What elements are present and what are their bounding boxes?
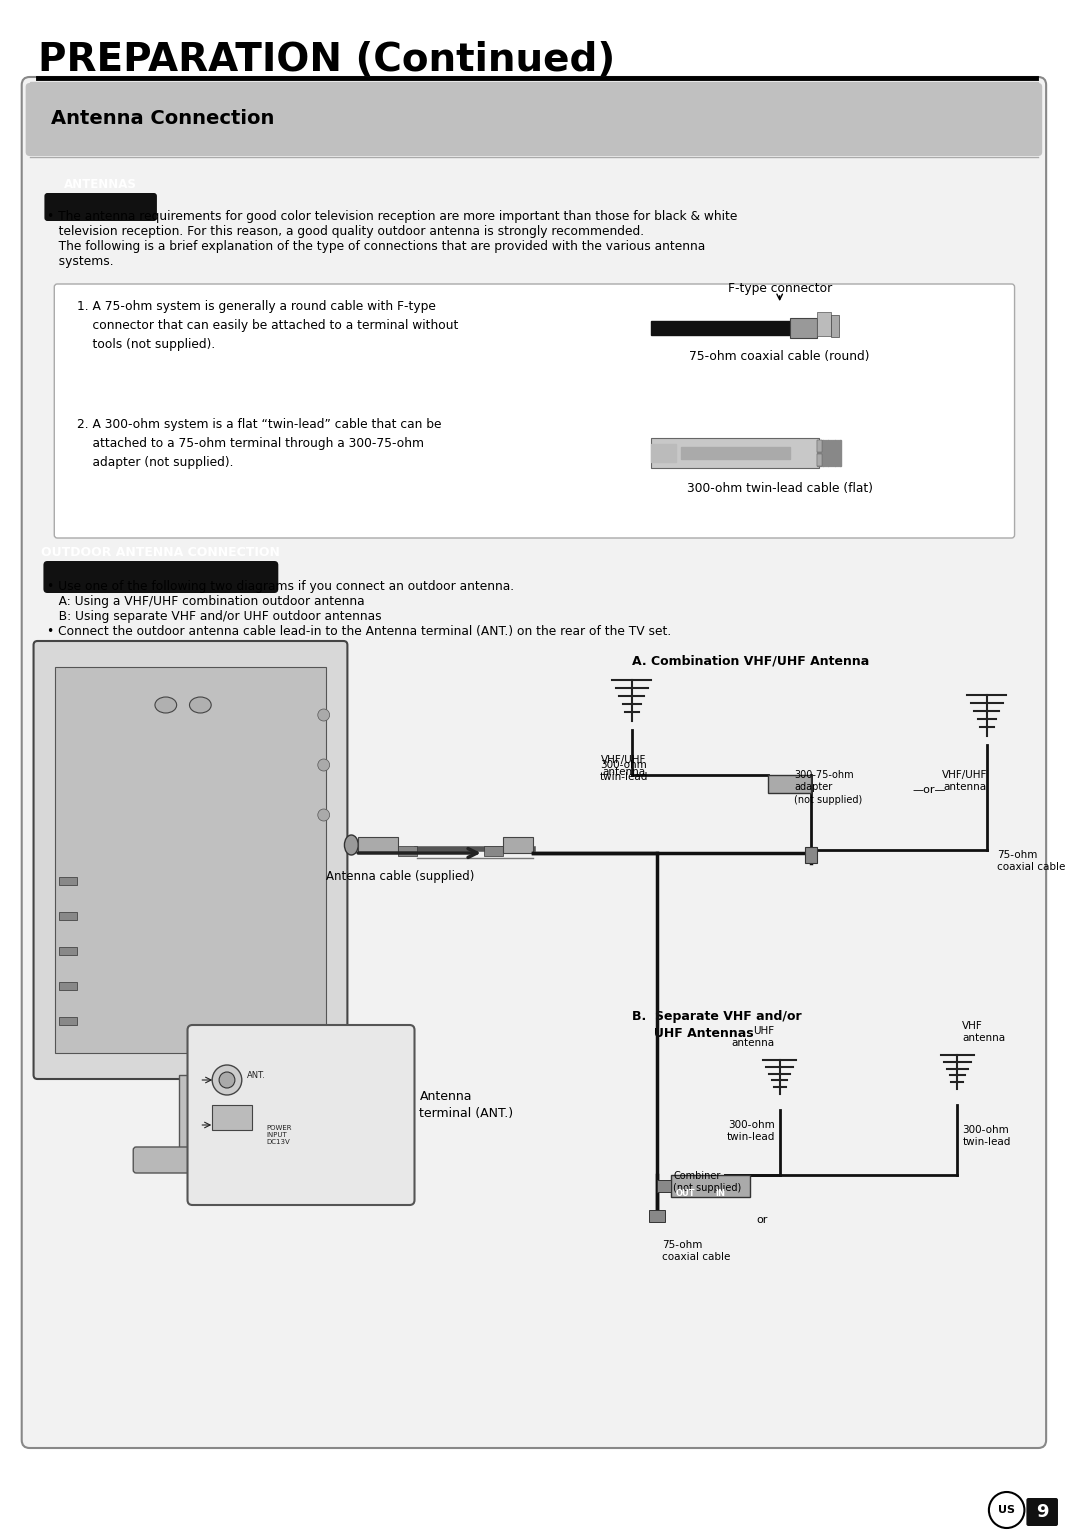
Bar [671,1175,751,1197]
Bar [649,1210,665,1223]
Bar [503,838,532,853]
Text: VHF/UHF
antenna: VHF/UHF antenna [942,770,987,793]
Bar [827,440,828,466]
Text: A: Using a VHF/UHF combination outdoor antenna: A: Using a VHF/UHF combination outdoor a… [48,595,365,607]
Bar [359,838,397,853]
Bar [832,440,834,466]
Bar [839,440,841,466]
Text: POWER
INPUT
DC13V: POWER INPUT DC13V [267,1124,292,1144]
Ellipse shape [345,834,359,854]
Text: B: Using separate VHF and/or UHF outdoor antennas: B: Using separate VHF and/or UHF outdoor… [48,611,382,623]
FancyBboxPatch shape [43,561,279,594]
Text: 75-ohm
coaxial cable: 75-ohm coaxial cable [662,1239,730,1262]
Text: 300-ohm
twin-lead: 300-ohm twin-lead [962,1124,1011,1147]
FancyBboxPatch shape [22,77,1047,1448]
Text: 9: 9 [1036,1503,1049,1522]
FancyBboxPatch shape [44,193,157,221]
Text: A. Combination VHF/UHF Antenna: A. Combination VHF/UHF Antenna [632,655,869,667]
Bar [829,440,831,466]
Text: OUT: OUT [676,1189,696,1198]
Text: UHF
antenna: UHF antenna [731,1026,774,1048]
Text: 2. A 300-ohm system is a flat “twin-lead” cable that can be
    attached to a 75: 2. A 300-ohm system is a flat “twin-lead… [77,417,442,469]
Text: F-type connector: F-type connector [728,282,832,295]
Bar [651,321,789,334]
Text: The following is a brief explanation of the type of connections that are provide: The following is a brief explanation of … [48,239,705,253]
Text: OUTDOOR ANTENNA CONNECTION: OUTDOOR ANTENNA CONNECTION [41,546,281,560]
FancyBboxPatch shape [1026,1499,1058,1526]
Text: —or—: —or— [913,785,946,795]
FancyBboxPatch shape [33,641,348,1078]
Text: 300-75-ohm
adapter
(not supplied): 300-75-ohm adapter (not supplied) [795,770,863,805]
Text: 300-ohm twin-lead cable (flat): 300-ohm twin-lead cable (flat) [687,482,873,495]
FancyBboxPatch shape [26,83,1042,156]
Text: B.  Separate VHF and/or
     UHF Antennas: B. Separate VHF and/or UHF Antennas [632,1009,801,1040]
Text: systems.: systems. [48,255,114,268]
Text: 75-ohm
coaxial cable: 75-ohm coaxial cable [997,850,1065,873]
Bar [29,81,1038,112]
Text: VHF/UHF
antenna: VHF/UHF antenna [602,755,647,778]
Bar [818,440,819,466]
Bar [651,439,819,468]
Text: 1. A 75-ohm system is generally a round cable with F-type
    connector that can: 1. A 75-ohm system is generally a round … [77,301,458,351]
Bar [59,877,77,885]
Text: or: or [756,1215,768,1226]
Circle shape [318,808,329,821]
Text: Antenna
terminal (ANT.): Antenna terminal (ANT.) [419,1091,514,1120]
Text: television reception. For this reason, a good quality outdoor antenna is strongl: television reception. For this reason, a… [48,225,645,238]
Text: ANT.: ANT. [246,1071,266,1080]
Text: • Use one of the following two diagrams if you connect an outdoor antenna.: • Use one of the following two diagrams … [48,580,514,594]
Text: • The antenna requirements for good color television reception are more importan: • The antenna requirements for good colo… [48,210,738,222]
Bar [658,1180,671,1192]
Bar [397,845,418,856]
Text: Combiner
(not supplied): Combiner (not supplied) [673,1170,741,1193]
Bar [59,982,77,989]
Bar [837,440,838,466]
Text: US: US [998,1505,1015,1516]
Bar [178,1075,202,1155]
Text: IN: IN [716,1189,726,1198]
FancyBboxPatch shape [133,1147,247,1174]
Circle shape [318,709,329,721]
Bar [831,314,839,337]
Text: 300-ohm
twin-lead: 300-ohm twin-lead [727,1120,774,1143]
Bar [651,443,676,462]
Text: PREPARATION (Continued): PREPARATION (Continued) [38,41,615,78]
Text: Antenna cable (supplied): Antenna cable (supplied) [325,870,474,884]
FancyBboxPatch shape [188,1025,415,1206]
Bar [681,446,789,459]
Text: • Connect the outdoor antenna cable lead-in to the Antenna terminal (ANT.) on th: • Connect the outdoor antenna cable lead… [48,624,672,638]
Text: Antenna Connection: Antenna Connection [52,109,274,129]
Bar [820,440,821,466]
Circle shape [318,759,329,772]
Bar [484,845,503,856]
Text: ANTENNAS: ANTENNAS [64,178,137,192]
Bar [768,775,811,793]
Bar [789,318,818,337]
Bar [59,1017,77,1025]
Bar [824,440,826,466]
Bar [835,440,836,466]
Ellipse shape [212,1065,242,1095]
Bar [59,946,77,956]
Circle shape [989,1493,1025,1528]
Bar [818,454,822,466]
Bar [59,913,77,920]
Text: 300-ohm
twin-lead: 300-ohm twin-lead [599,759,648,782]
Bar [818,311,831,336]
Bar [806,847,818,864]
Bar [822,440,824,466]
Ellipse shape [189,696,212,713]
Bar [55,667,326,1052]
FancyBboxPatch shape [54,284,1014,538]
Text: 75-ohm coaxial cable (round): 75-ohm coaxial cable (round) [689,350,869,364]
Text: VHF
antenna: VHF antenna [962,1020,1005,1043]
Ellipse shape [219,1072,234,1088]
Bar [818,440,822,453]
Bar [212,1104,252,1131]
Ellipse shape [154,696,177,713]
